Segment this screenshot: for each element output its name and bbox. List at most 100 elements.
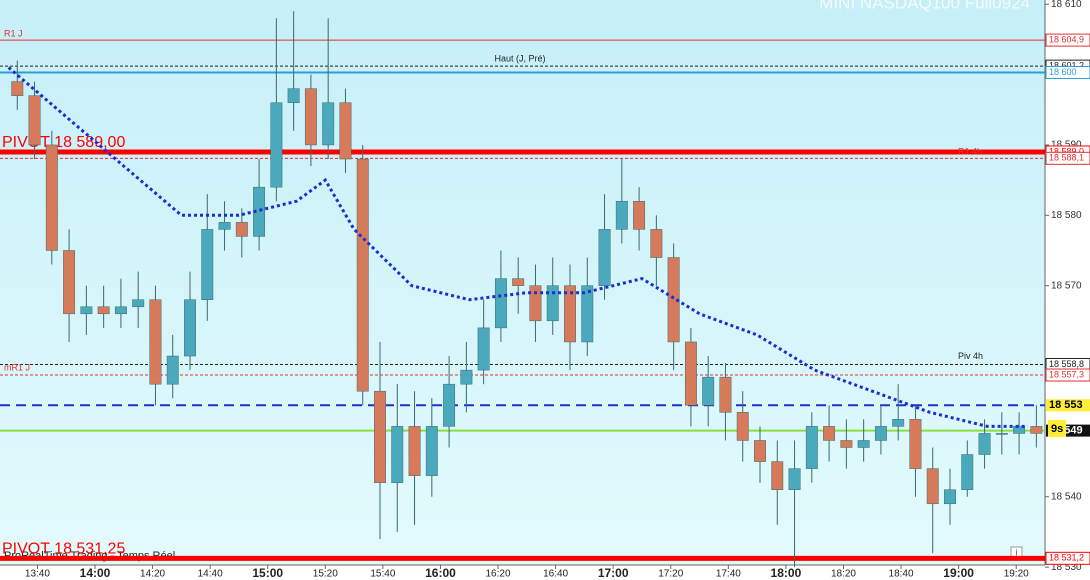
- x-tick-label: 14:20: [140, 569, 165, 580]
- candle-body: [529, 285, 542, 322]
- candle-body: [719, 376, 732, 413]
- candle-body: [132, 299, 145, 308]
- price-tag: [1046, 399, 1090, 412]
- candle-body: [97, 306, 110, 315]
- level-label: PIVOT 18 589,00: [2, 134, 125, 151]
- y-tick-label: 18 540: [1051, 491, 1082, 502]
- candle-body: [840, 440, 853, 448]
- y-tick-label: 18 530: [1051, 562, 1082, 573]
- price-tag: [1045, 33, 1090, 47]
- price-tag-label: 18 604,9: [1049, 34, 1084, 44]
- x-tick-label: 15:20: [313, 569, 338, 580]
- candle-body: [995, 433, 1008, 435]
- candle-body: [771, 461, 784, 490]
- candle-body: [978, 433, 991, 455]
- candle-body: [63, 250, 76, 315]
- price-tag-label: 18 531,2: [1049, 553, 1084, 563]
- moving-average: [7, 66, 1028, 428]
- candle-body: [944, 489, 956, 505]
- candle-body: [201, 229, 214, 300]
- candle-body: [874, 426, 887, 441]
- candle-body: [684, 341, 697, 406]
- candle-body: [702, 376, 715, 406]
- price-tag: [1045, 551, 1090, 565]
- candle-body: [892, 419, 905, 427]
- candle-body: [823, 426, 836, 441]
- candle-body: [80, 306, 93, 315]
- candle-body: [443, 383, 456, 427]
- candle-body: [287, 88, 300, 103]
- candle-body: [650, 229, 663, 258]
- x-tick-label: 16:00: [425, 566, 456, 580]
- chart-title: MINI NASDAQ100 Full0924: [819, 0, 1030, 12]
- level-label: Haut (J, Pré): [494, 54, 545, 64]
- candle-body: [45, 144, 58, 251]
- candle-body: [304, 88, 317, 146]
- candle-body: [633, 200, 646, 230]
- x-tick-label: 18:40: [889, 569, 914, 580]
- info-icon: i: [1016, 547, 1018, 557]
- candle-body: [149, 299, 162, 385]
- candle-body: [857, 440, 870, 448]
- price-tag: [1045, 151, 1090, 165]
- candle-body: [218, 222, 231, 230]
- price-tag-label: 18 588,1: [1049, 153, 1084, 163]
- x-tick-label: 13:40: [25, 569, 50, 580]
- candle-body: [754, 440, 766, 462]
- candle-body: [736, 412, 749, 441]
- candle-body: [166, 355, 179, 385]
- level-label: R1 4h: [958, 147, 982, 157]
- x-tick-label: 16:40: [543, 569, 568, 580]
- time-axis: [0, 565, 1045, 580]
- candle-body: [926, 468, 939, 505]
- level-label: mR1 J: [4, 362, 30, 372]
- price-tag-label: 18 601,2: [1049, 61, 1084, 71]
- candle-body: [512, 278, 525, 286]
- x-tick-label: 17:20: [658, 569, 683, 580]
- candle-body: [235, 222, 248, 237]
- level-label: R1 J: [4, 28, 23, 38]
- x-tick-label: 14:40: [198, 569, 223, 580]
- candle-body: [374, 390, 386, 483]
- x-tick-label: 17:40: [716, 569, 741, 580]
- x-tick-label: 14:00: [80, 566, 111, 580]
- candle-body: [425, 426, 438, 476]
- countdown-box: [1048, 420, 1066, 437]
- x-tick-label: 19:20: [1004, 569, 1029, 580]
- y-tick-label: 18 580: [1051, 210, 1082, 221]
- candle-body: [253, 186, 266, 237]
- candle-body: [581, 285, 594, 343]
- candle-body: [1030, 426, 1043, 434]
- price-tag-label: 18 553: [1049, 399, 1083, 411]
- candle-body: [322, 102, 335, 146]
- candle-body: [494, 278, 507, 329]
- candle-body: [598, 229, 611, 286]
- x-tick-label: 19:00: [943, 566, 974, 580]
- price-tag: [1045, 65, 1090, 79]
- candle-body: [477, 327, 490, 371]
- candle-body: [408, 426, 421, 476]
- x-tick-label: 18:20: [831, 569, 856, 580]
- candle-body: [961, 454, 974, 490]
- price-tag-label: 18 557,3: [1049, 369, 1084, 379]
- candle-body: [788, 468, 801, 490]
- candle-body: [1013, 426, 1026, 434]
- price-tag-label: 18 558,8: [1049, 359, 1084, 369]
- level-label: PIVOT 18 531,25: [2, 541, 125, 558]
- candle-body: [28, 95, 41, 146]
- countdown: 9s: [1051, 423, 1063, 435]
- x-tick-label: 15:00: [252, 566, 283, 580]
- y-tick-label: 18 590: [1051, 140, 1082, 151]
- candle-body: [391, 426, 404, 483]
- level-label: Piv 4h: [958, 351, 983, 361]
- candle-body: [546, 285, 559, 322]
- price-axis: [1045, 0, 1090, 580]
- x-tick-label: 17:00: [598, 566, 629, 580]
- price-tag-label: 18 600: [1049, 67, 1077, 77]
- candle-body: [11, 81, 24, 96]
- x-tick-label: 16:20: [486, 569, 511, 580]
- price-tag: [1045, 368, 1090, 382]
- y-tick-label: 18 610: [1051, 0, 1082, 10]
- candle-body: [184, 299, 196, 357]
